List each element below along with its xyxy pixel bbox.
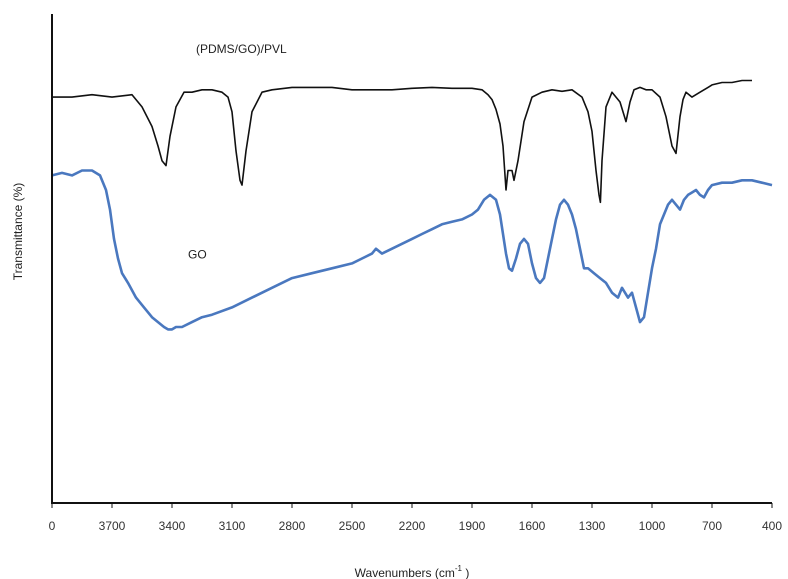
series-group bbox=[51, 79, 773, 331]
x-axis-title-main: Wavenumbers (cm bbox=[355, 566, 455, 579]
x-tick-label: 2500 bbox=[339, 519, 366, 533]
x-tick-label: 3100 bbox=[219, 519, 246, 533]
y-axis-title: Transmittance (%) bbox=[11, 183, 25, 281]
x-tick-label: 1300 bbox=[579, 519, 606, 533]
x-tick-label: 1900 bbox=[459, 519, 486, 533]
series-line-go bbox=[51, 169, 773, 331]
series-line-pdms-go-pvl bbox=[52, 79, 752, 204]
x-tick-label: 1000 bbox=[639, 519, 666, 533]
x-axis-title-suffix: ) bbox=[462, 566, 469, 579]
series-label-pdms-go-pvl: (PDMS/GO)/PVL bbox=[196, 42, 287, 56]
x-tick-label: 0 bbox=[49, 519, 56, 533]
x-tick-label: 3700 bbox=[99, 519, 126, 533]
x-tick-label: 3400 bbox=[159, 519, 186, 533]
x-tick-label: 2800 bbox=[279, 519, 306, 533]
x-tick-label: 2200 bbox=[399, 519, 426, 533]
series-label-go: GO bbox=[188, 248, 207, 262]
x-tick-label: 1600 bbox=[519, 519, 546, 533]
x-axis-title: Wavenumbers (cm-1 ) bbox=[355, 564, 470, 579]
x-tick-label: 400 bbox=[762, 519, 782, 533]
x-tick-group: 0 3700 3400 3100 2800 2500 2200 1900 1600 1300 100… bbox=[49, 503, 782, 533]
x-axis-title-superscript: -1 bbox=[455, 564, 463, 573]
annotation-group: (PDMS/GO)/PVL GO bbox=[188, 42, 287, 261]
x-tick-label: 700 bbox=[702, 519, 722, 533]
